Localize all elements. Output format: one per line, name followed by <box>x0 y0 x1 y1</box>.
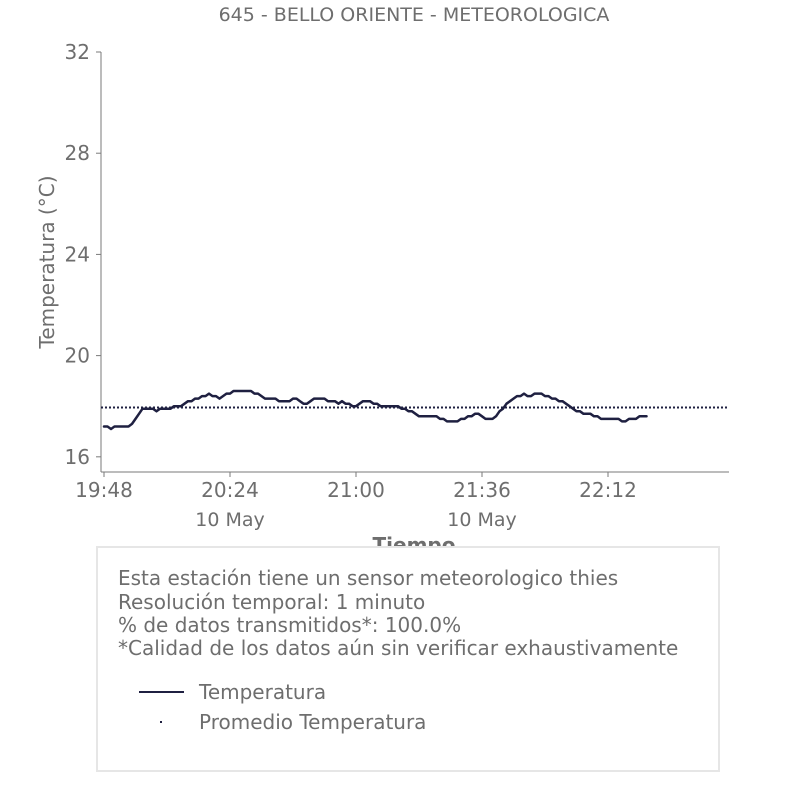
y-axis-label: Temperatura (°C) <box>35 175 59 349</box>
series-temperature-line <box>102 389 648 431</box>
y-tick-label: 20 <box>65 344 90 368</box>
legend-label-average: Promedio Temperatura <box>199 710 427 734</box>
info-quality-note: *Calidad de los datos aún sin verificar … <box>118 636 679 660</box>
y-tick-label: 16 <box>65 445 90 469</box>
y-tick-label: 24 <box>65 242 90 266</box>
legend-label-temperature: Temperatura <box>199 680 327 704</box>
x-tick-date-label: 10 May <box>447 509 517 531</box>
series-layer <box>101 389 729 431</box>
y-tick-label: 32 <box>65 40 90 64</box>
chart-title: 645 - BELLO ORIENTE - METEOROLOGICA <box>219 4 610 26</box>
legend-swatch-temperature <box>139 691 184 693</box>
info-transmitted-text: % de datos transmitidos*: 100.0% <box>118 613 462 637</box>
axes <box>100 52 729 473</box>
x-tick-label: 19:48 <box>75 478 133 502</box>
info-resolution-text: Resolución temporal: 1 minuto <box>118 590 426 614</box>
x-tick-label: 22:12 <box>579 478 637 502</box>
info-panel: Esta estación tiene un sensor meteorolog… <box>96 546 720 772</box>
legend-swatch-average <box>160 721 162 723</box>
x-tick-label: 20:24 <box>201 478 259 502</box>
x-tick-label: 21:00 <box>327 478 385 502</box>
y-tick-label: 28 <box>65 141 90 165</box>
x-tick-date-label: 10 May <box>195 509 265 531</box>
x-tick-label: 21:36 <box>453 478 511 502</box>
info-sensor-text: Esta estación tiene un sensor meteorolog… <box>118 566 619 590</box>
axis-ticks: 16 20 24 28 32 19:48 20:24 10 May 21:00 21:36 10 M… <box>65 40 637 531</box>
